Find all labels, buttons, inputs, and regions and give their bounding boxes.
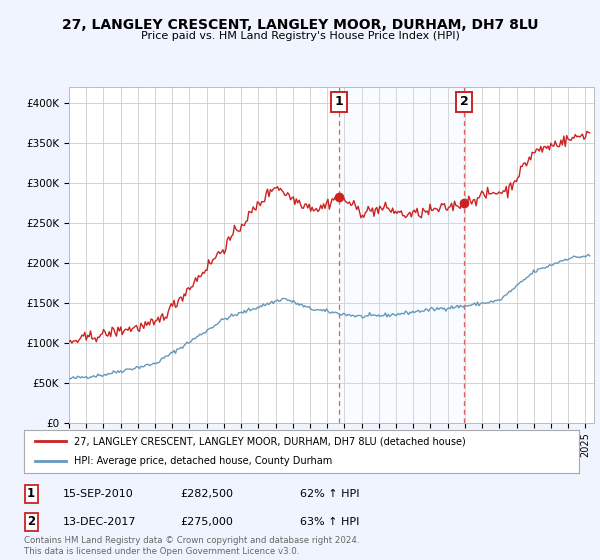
Text: 27, LANGLEY CRESCENT, LANGLEY MOOR, DURHAM, DH7 8LU (detached house): 27, LANGLEY CRESCENT, LANGLEY MOOR, DURH… [74, 436, 466, 446]
Text: Price paid vs. HM Land Registry's House Price Index (HPI): Price paid vs. HM Land Registry's House … [140, 31, 460, 41]
Text: 63% ↑ HPI: 63% ↑ HPI [300, 517, 359, 527]
Text: £275,000: £275,000 [180, 517, 233, 527]
Text: Contains HM Land Registry data © Crown copyright and database right 2024.
This d: Contains HM Land Registry data © Crown c… [24, 536, 359, 556]
Text: 15-SEP-2010: 15-SEP-2010 [63, 489, 134, 499]
Text: 2: 2 [27, 515, 35, 529]
Text: 1: 1 [335, 95, 344, 108]
Text: HPI: Average price, detached house, County Durham: HPI: Average price, detached house, Coun… [74, 456, 332, 466]
Text: 27, LANGLEY CRESCENT, LANGLEY MOOR, DURHAM, DH7 8LU: 27, LANGLEY CRESCENT, LANGLEY MOOR, DURH… [62, 18, 538, 32]
Text: 13-DEC-2017: 13-DEC-2017 [63, 517, 137, 527]
Text: 1: 1 [27, 487, 35, 501]
Text: £282,500: £282,500 [180, 489, 233, 499]
Text: 2: 2 [460, 95, 469, 108]
Text: 62% ↑ HPI: 62% ↑ HPI [300, 489, 359, 499]
Bar [339, 87, 464, 423]
